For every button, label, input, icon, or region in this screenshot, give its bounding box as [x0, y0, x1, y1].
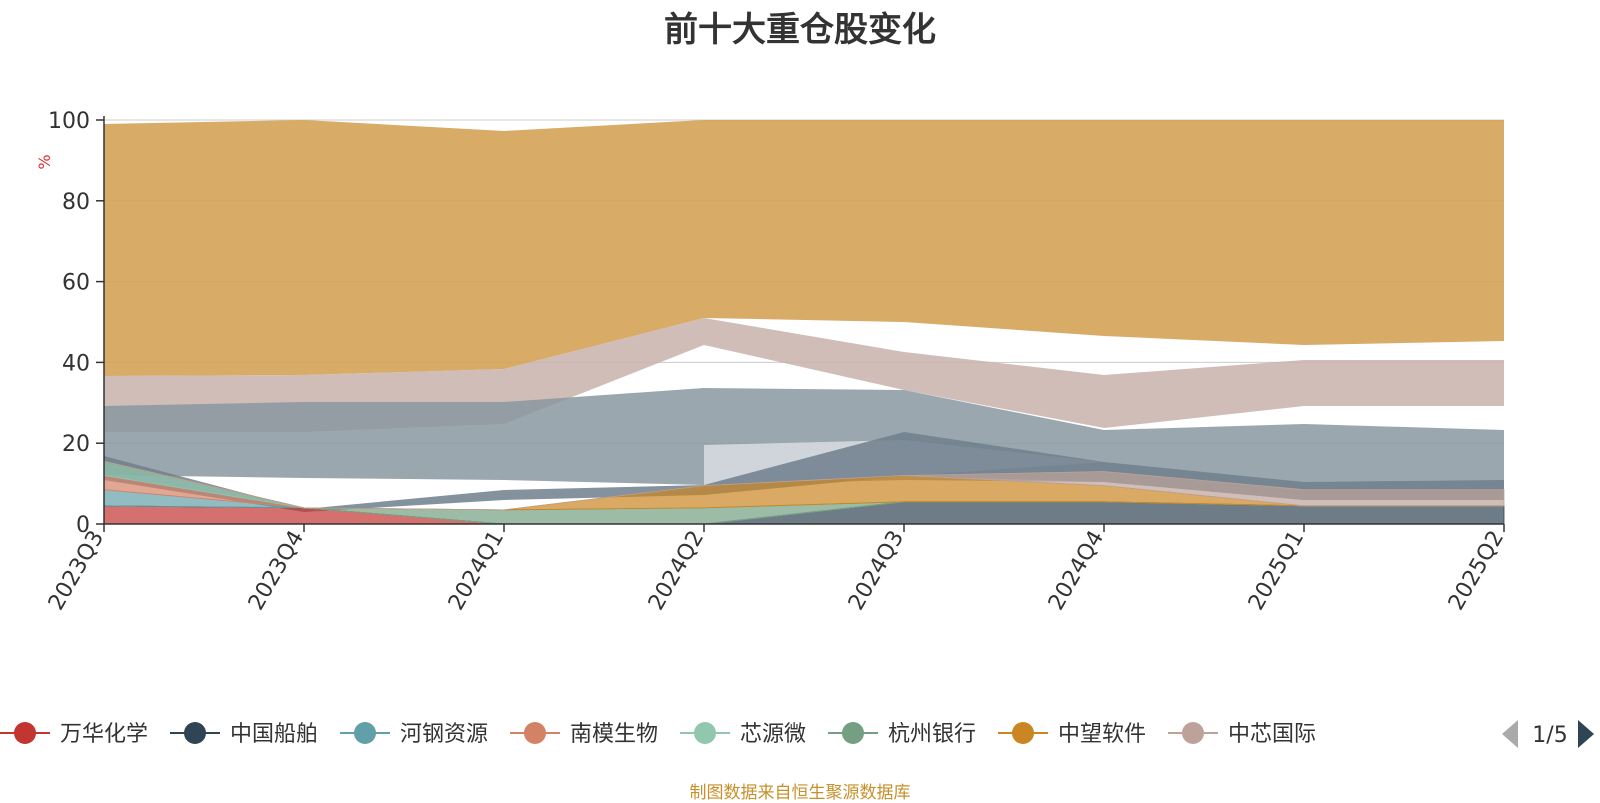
legend-marker — [524, 722, 546, 744]
legend-item-label[interactable]: 芯源微 — [740, 722, 806, 747]
legend-item-label[interactable]: 中国船舶 — [230, 722, 318, 747]
series-area-7 — [103, 460, 1505, 511]
legend-prev-icon[interactable] — [1502, 720, 1518, 748]
source-note: 制图数据来自恒生聚源数据库 — [689, 783, 911, 803]
x-tick-label: 2024Q2 — [644, 527, 709, 615]
y-tick-label: 0 — [76, 513, 90, 538]
legend-marker — [354, 722, 376, 744]
legend-item-label[interactable]: 万华化学 — [60, 722, 148, 747]
chart-title: 前十大重仓股变化 — [664, 10, 936, 50]
x-tick-label: 2024Q1 — [444, 527, 509, 615]
legend: 万华化学 中国船舶 河钢资源 南模生物 芯源微 杭州银行 中望软件 中芯国际 1/5 — [0, 720, 1594, 748]
legend-pager: 1/5 — [1502, 720, 1594, 748]
legend-item-label[interactable]: 中望软件 — [1058, 722, 1146, 747]
bg-area-dominant — [104, 120, 1504, 376]
legend-marker — [184, 722, 206, 744]
legend-page-indicator: 1/5 — [1532, 723, 1567, 748]
bg-area-mid-4 — [104, 432, 1504, 512]
y-tick-label: 40 — [62, 351, 90, 376]
y-tick-label: 80 — [62, 190, 90, 215]
y-tick-label: 100 — [48, 109, 90, 134]
legend-next-icon[interactable] — [1578, 720, 1594, 748]
y-axis-label: % — [35, 154, 54, 169]
legend-marker — [1182, 722, 1204, 744]
legend-item-label[interactable]: 杭州银行 — [888, 722, 976, 747]
series-areas — [104, 120, 1504, 512]
legend-item-label[interactable]: 南模生物 — [570, 722, 658, 747]
y-tick-label: 60 — [62, 271, 90, 296]
x-tick-label: 2025Q2 — [1444, 527, 1509, 615]
legend-marker — [842, 722, 864, 744]
legend-item-label[interactable]: 中芯国际 — [1228, 722, 1316, 747]
x-tick-label: 2024Q3 — [844, 527, 909, 615]
legend-marker — [694, 722, 716, 744]
x-tick-label: 2024Q4 — [1044, 527, 1109, 615]
legend-marker — [1012, 722, 1034, 744]
x-tick-label: 2025Q1 — [1244, 527, 1309, 615]
legend-marker — [14, 722, 36, 744]
legend-item-label[interactable]: 河钢资源 — [400, 722, 488, 747]
x-tick-label: 2023Q3 — [44, 527, 109, 615]
y-tick-label: 20 — [62, 432, 90, 457]
x-tick-label: 2023Q4 — [244, 527, 309, 615]
